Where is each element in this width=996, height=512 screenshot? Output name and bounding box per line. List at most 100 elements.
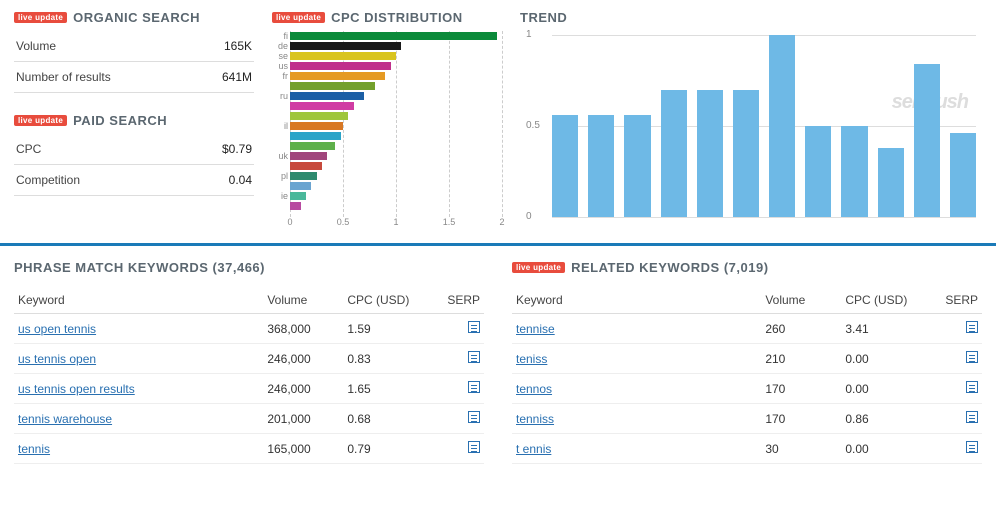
live-update-badge: live update [14, 115, 67, 126]
cpc-bar-label: us [272, 61, 288, 71]
cpc-bar [290, 132, 341, 140]
table-row: us open tennis368,0001.59 [14, 314, 484, 344]
left-metrics-column: live update ORGANIC SEARCH Volume 165K N… [14, 10, 254, 231]
serp-icon[interactable] [468, 381, 480, 393]
keyword-link[interactable]: us open tennis [18, 322, 96, 336]
trend-bar [878, 148, 904, 217]
cpc-axis-tick: 0.5 [337, 217, 350, 227]
serp-icon[interactable] [966, 351, 978, 363]
cpc-bar-label: de [272, 41, 288, 51]
cpc-distribution-title: CPC DISTRIBUTION [331, 10, 463, 25]
cpc-bar-label: ru [272, 91, 288, 101]
trend-bar [552, 115, 578, 217]
trend-bar [950, 133, 976, 217]
keyword-link[interactable]: us tennis open results [18, 382, 135, 396]
cpc-bar [290, 192, 306, 200]
trend-column: TREND semrush 00.51 [520, 10, 982, 231]
cpc-bar [290, 182, 311, 190]
paid-comp-label: Competition [16, 173, 80, 187]
cpc-bar [290, 112, 348, 120]
table-row: us tennis open results 246,0001.65 [14, 374, 484, 404]
keyword-link[interactable]: tenniss [516, 412, 554, 426]
related-keywords-title: RELATED KEYWORDS (7,019) [571, 260, 768, 275]
cpc-bar-row: ie [272, 191, 502, 201]
cpc-bar [290, 102, 354, 110]
cpc-cell: 0.83 [343, 344, 443, 374]
trend-bar [697, 90, 723, 217]
col-keyword: Keyword [512, 287, 761, 314]
cpc-bar-label: ie [272, 191, 288, 201]
cpc-bar-label: il [272, 121, 288, 131]
cpc-bar [290, 42, 401, 50]
trend-bar [769, 35, 795, 217]
cpc-cell: 1.65 [343, 374, 443, 404]
phrase-title-text: PHRASE MATCH KEYWORDS [14, 260, 208, 275]
cpc-bar-row: de [272, 41, 502, 51]
table-row: us tennis open 246,0000.83 [14, 344, 484, 374]
serp-icon[interactable] [468, 411, 480, 423]
col-keyword: Keyword [14, 287, 263, 314]
organic-results-value: 641M [222, 70, 252, 84]
volume-cell: 170 [761, 374, 841, 404]
cpc-bar-row: il [272, 121, 502, 131]
keyword-link[interactable]: tennos [516, 382, 552, 396]
cpc-cell: 3.41 [841, 314, 941, 344]
top-section: live update ORGANIC SEARCH Volume 165K N… [0, 0, 996, 246]
trend-bar [805, 126, 831, 217]
table-row: teniss 2100.00 [512, 344, 982, 374]
cpc-bar [290, 82, 375, 90]
cpc-axis-tick: 2 [499, 217, 504, 227]
cpc-cell: 0.00 [841, 434, 941, 464]
cpc-axis-tick: 1 [393, 217, 398, 227]
organic-volume-value: 165K [224, 39, 252, 53]
volume-cell: 246,000 [263, 344, 343, 374]
cpc-distribution-chart: fideseusfrruilukplie00.511.52 [272, 31, 502, 231]
organic-volume-row: Volume 165K [14, 31, 254, 62]
related-keywords-table: Keyword Volume CPC (USD) SERP tennise260… [512, 287, 982, 464]
keyword-link[interactable]: t ennis [516, 442, 551, 456]
table-row: tennis165,0000.79 [14, 434, 484, 464]
serp-icon[interactable] [966, 411, 978, 423]
keyword-link[interactable]: us tennis open [18, 352, 96, 366]
phrase-match-table: Keyword Volume CPC (USD) SERP us open te… [14, 287, 484, 464]
volume-cell: 165,000 [263, 434, 343, 464]
cpc-bar [290, 172, 317, 180]
keyword-link[interactable]: teniss [516, 352, 547, 366]
serp-icon[interactable] [966, 321, 978, 333]
cpc-bar-row [272, 111, 502, 121]
cpc-bar-label: uk [272, 151, 288, 161]
related-keywords-header: live update RELATED KEYWORDS (7,019) [512, 260, 982, 275]
bottom-section: PHRASE MATCH KEYWORDS (37,466) Keyword V… [0, 246, 996, 478]
trend-bar [661, 90, 687, 217]
table-row: tenniss1700.86 [512, 404, 982, 434]
live-update-badge: live update [14, 12, 67, 23]
serp-icon[interactable] [468, 321, 480, 333]
col-serp: SERP [941, 287, 982, 314]
related-title-text: RELATED KEYWORDS [571, 260, 720, 275]
serp-icon[interactable] [966, 441, 978, 453]
paid-search-title: PAID SEARCH [73, 113, 167, 128]
cpc-bar-row: uk [272, 151, 502, 161]
keyword-link[interactable]: tennise [516, 322, 555, 336]
live-update-badge: live update [272, 12, 325, 23]
paid-cpc-value: $0.79 [222, 142, 252, 156]
keyword-link[interactable]: tennis [18, 442, 50, 456]
keyword-link[interactable]: tennis warehouse [18, 412, 112, 426]
volume-cell: 210 [761, 344, 841, 374]
cpc-cell: 0.68 [343, 404, 443, 434]
serp-icon[interactable] [468, 441, 480, 453]
trend-bar [914, 64, 940, 217]
serp-icon[interactable] [468, 351, 480, 363]
paid-comp-value: 0.04 [229, 173, 252, 187]
cpc-bar-row: ru [272, 91, 502, 101]
organic-volume-label: Volume [16, 39, 56, 53]
cpc-cell: 0.00 [841, 344, 941, 374]
cpc-bar [290, 62, 391, 70]
cpc-bar-row: us [272, 61, 502, 71]
serp-icon[interactable] [966, 381, 978, 393]
volume-cell: 246,000 [263, 374, 343, 404]
cpc-bar [290, 122, 343, 130]
cpc-cell: 1.59 [343, 314, 443, 344]
cpc-bar-row [272, 141, 502, 151]
cpc-bar-row [272, 161, 502, 171]
